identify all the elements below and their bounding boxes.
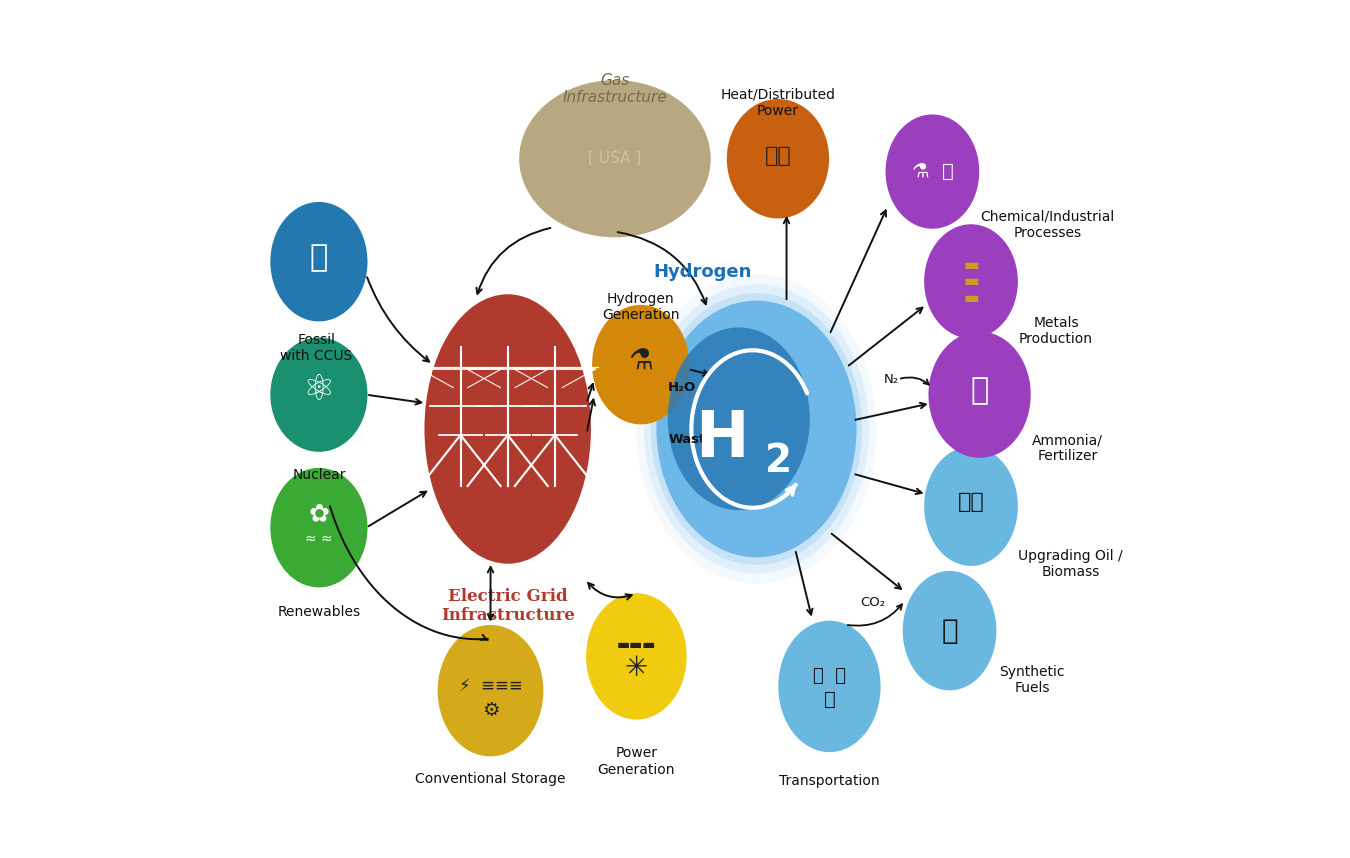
Ellipse shape xyxy=(271,469,366,586)
Text: 🚛  🚌: 🚛 🚌 xyxy=(813,668,846,685)
Text: H₂O: H₂O xyxy=(668,381,697,395)
Text: ⚡  ≡≡≡: ⚡ ≡≡≡ xyxy=(459,678,522,695)
Ellipse shape xyxy=(930,333,1029,456)
Ellipse shape xyxy=(668,328,810,511)
Text: Waste: Waste xyxy=(670,432,716,446)
Text: H: H xyxy=(695,408,749,470)
Text: ⚙: ⚙ xyxy=(482,701,500,720)
Text: ⛽: ⛽ xyxy=(941,617,958,644)
Ellipse shape xyxy=(271,203,366,320)
Ellipse shape xyxy=(439,626,541,755)
Ellipse shape xyxy=(926,448,1017,565)
Text: 🚢: 🚢 xyxy=(824,690,836,709)
Text: Power
Generation: Power Generation xyxy=(598,746,675,776)
Ellipse shape xyxy=(887,116,977,227)
Ellipse shape xyxy=(271,339,366,450)
Text: [ USA ]: [ USA ] xyxy=(589,151,641,166)
Ellipse shape xyxy=(587,595,686,718)
Text: N₂: N₂ xyxy=(884,372,899,386)
Text: ▬
▬
▬: ▬ ▬ ▬ xyxy=(963,256,979,307)
Text: 🔥🏭: 🔥🏭 xyxy=(764,146,791,166)
Ellipse shape xyxy=(904,572,995,689)
Text: 🌿🛢: 🌿🛢 xyxy=(957,492,984,512)
Text: ⚗: ⚗ xyxy=(628,348,653,376)
Ellipse shape xyxy=(636,274,878,584)
Text: Hydrogen
Generation: Hydrogen Generation xyxy=(602,292,679,322)
Text: Upgrading Oil /
Biomass: Upgrading Oil / Biomass xyxy=(1018,549,1123,579)
Text: Synthetic
Fuels: Synthetic Fuels xyxy=(999,665,1065,695)
Text: Heat/Distributed
Power: Heat/Distributed Power xyxy=(721,88,836,118)
Ellipse shape xyxy=(594,306,688,423)
Text: ✿: ✿ xyxy=(308,503,329,527)
Text: Ammonia/
Fertilizer: Ammonia/ Fertilizer xyxy=(1031,433,1103,463)
Text: Metals
Production: Metals Production xyxy=(1019,316,1094,346)
Ellipse shape xyxy=(728,100,828,217)
Text: ▬▬▬: ▬▬▬ xyxy=(617,638,656,652)
Text: ⚛: ⚛ xyxy=(302,373,335,408)
Text: ⚗  🧪: ⚗ 🧪 xyxy=(911,162,953,181)
Text: 🔥: 🔥 xyxy=(971,376,988,405)
Text: 2: 2 xyxy=(764,442,792,480)
Text: ✳: ✳ xyxy=(625,654,648,681)
Text: Renewables: Renewables xyxy=(277,605,360,619)
Ellipse shape xyxy=(644,284,869,574)
Ellipse shape xyxy=(521,82,709,236)
Ellipse shape xyxy=(651,293,863,565)
Text: 🔥: 🔥 xyxy=(309,243,328,272)
Text: Transportation: Transportation xyxy=(779,774,880,788)
Text: ≈ ≈: ≈ ≈ xyxy=(305,532,332,546)
Ellipse shape xyxy=(427,296,589,562)
Ellipse shape xyxy=(926,226,1017,337)
Text: Chemical/Industrial
Processes: Chemical/Industrial Processes xyxy=(980,209,1115,239)
Text: CO₂: CO₂ xyxy=(860,595,884,609)
Text: Electric Grid
Infrastructure: Electric Grid Infrastructure xyxy=(440,588,575,625)
Text: Hydrogen: Hydrogen xyxy=(653,263,752,281)
Text: Nuclear: Nuclear xyxy=(292,468,346,481)
Text: Fossil
with CCUS: Fossil with CCUS xyxy=(281,333,352,363)
Text: Gas
Infrastructure: Gas Infrastructure xyxy=(563,73,667,106)
Ellipse shape xyxy=(657,302,855,556)
Ellipse shape xyxy=(780,622,879,751)
Text: Conventional Storage: Conventional Storage xyxy=(416,772,566,786)
